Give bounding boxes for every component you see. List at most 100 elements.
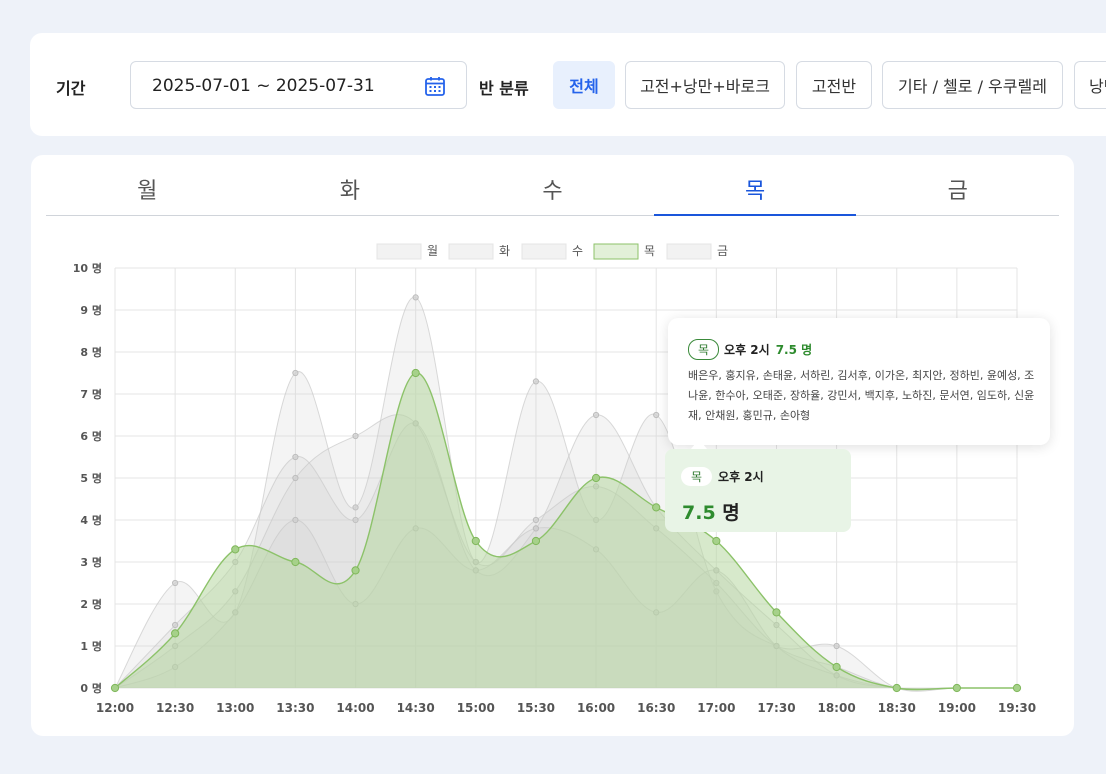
x-tick-label: 13:30 — [276, 701, 314, 715]
data-point[interactable] — [291, 557, 300, 567]
period-label: 기간 — [56, 79, 86, 98]
data-point[interactable] — [110, 683, 120, 693]
tab-mon[interactable]: 월 — [137, 179, 158, 204]
tooltip-student-names: 배은우, 홍지유, 손태윤, 서하린, 김서후, 이가온, 최지안, 정하빈, … — [688, 369, 1035, 422]
hover-unit: 명 — [722, 502, 740, 524]
data-point[interactable] — [172, 579, 179, 587]
legend-label: 월 — [427, 244, 438, 258]
legend-label: 목 — [644, 244, 655, 258]
data-point[interactable] — [532, 378, 540, 385]
data-point[interactable] — [292, 369, 299, 377]
x-tick-label: 15:30 — [517, 701, 555, 715]
day-tabs: 월 화 수 목 금 — [46, 168, 1059, 216]
x-tick-label: 17:30 — [757, 701, 795, 715]
tooltip-detail: 목 오후 2시 7.5 명 배은우, 홍지유, 손태윤, 서하린, 김서후, 이… — [668, 318, 1050, 445]
x-tick-label: 18:00 — [817, 701, 855, 715]
data-point[interactable] — [352, 504, 359, 511]
x-tick-label: 19:30 — [998, 701, 1036, 715]
x-tick-label: 14:00 — [336, 701, 374, 715]
calendar-icon[interactable] — [424, 75, 446, 97]
data-point[interactable] — [653, 411, 660, 419]
hover-time: 오후 2시 — [718, 470, 764, 484]
chip-romantic[interactable]: 낭만 — [1074, 61, 1106, 109]
series-목 — [110, 368, 1022, 693]
x-tick-label: 16:00 — [577, 701, 615, 715]
data-point[interactable] — [292, 453, 299, 461]
y-tick-label: 4 명 — [80, 513, 102, 527]
data-point[interactable] — [172, 621, 179, 629]
class-category-label: 반 분류 — [479, 79, 529, 98]
hover-day-pill: 목 — [681, 467, 713, 486]
y-tick-label: 9 명 — [80, 303, 102, 317]
legend-label: 금 — [717, 244, 728, 258]
date-range-value: 2025-07-01 ~ 2025-07-31 — [152, 76, 375, 96]
x-tick-label: 19:00 — [938, 701, 976, 715]
data-point[interactable] — [591, 473, 601, 483]
x-tick-label: 12:30 — [156, 701, 194, 715]
tab-fri[interactable]: 금 — [947, 179, 968, 204]
data-point[interactable] — [412, 294, 419, 301]
tooltip-time: 오후 2시 — [724, 343, 770, 357]
y-tick-label: 5 명 — [80, 471, 102, 485]
legend-swatch[interactable] — [593, 243, 639, 260]
data-point[interactable] — [411, 368, 420, 378]
y-tick-label: 0 명 — [80, 681, 102, 695]
data-point[interactable] — [952, 683, 961, 693]
x-tick-label: 12:00 — [96, 701, 134, 715]
data-point[interactable] — [652, 503, 661, 512]
data-point[interactable] — [292, 516, 299, 524]
tooltip-value: 7.5 명 — [775, 343, 813, 357]
hover-value: 7.5 — [682, 502, 716, 524]
data-point[interactable] — [171, 629, 180, 638]
data-point[interactable] — [351, 566, 360, 575]
tooltip-caret — [691, 439, 707, 449]
legend-swatch[interactable] — [666, 243, 712, 260]
legend-label: 화 — [499, 244, 510, 258]
y-tick-label: 3 명 — [80, 555, 102, 569]
y-tick-label: 7 명 — [80, 387, 102, 401]
legend-swatch[interactable] — [448, 243, 494, 260]
date-range-input[interactable]: 2025-07-01 ~ 2025-07-31 — [130, 61, 467, 109]
tab-wed[interactable]: 수 — [542, 179, 563, 204]
data-point[interactable] — [471, 536, 480, 546]
tab-thu[interactable]: 목 — [653, 168, 857, 216]
data-point[interactable] — [832, 662, 841, 672]
chip-classic-romantic-baroque[interactable]: 고전+낭만+바로크 — [625, 61, 785, 109]
legend-swatch[interactable] — [521, 243, 567, 260]
data-point[interactable] — [892, 683, 901, 693]
data-point[interactable] — [772, 608, 781, 617]
x-tick-label: 16:30 — [637, 701, 675, 715]
x-tick-label: 17:00 — [697, 701, 735, 715]
data-point[interactable] — [531, 536, 541, 546]
data-point[interactable] — [532, 525, 540, 532]
data-point[interactable] — [592, 411, 600, 419]
data-point[interactable] — [352, 516, 359, 524]
data-point[interactable] — [352, 432, 359, 440]
y-tick-label: 6 명 — [80, 429, 102, 443]
data-point[interactable] — [833, 642, 840, 650]
data-point[interactable] — [1012, 683, 1022, 693]
data-point[interactable] — [532, 516, 540, 524]
x-tick-label: 15:00 — [457, 701, 495, 715]
x-tick-label: 18:30 — [878, 701, 916, 715]
series-area — [115, 372, 1017, 690]
y-tick-label: 8 명 — [80, 345, 102, 359]
tab-tue[interactable]: 화 — [339, 179, 361, 204]
legend-label: 수 — [572, 244, 583, 258]
legend-swatch[interactable] — [376, 243, 422, 260]
hover-summary-card: 목 오후 2시 7.5 명 — [665, 439, 851, 532]
chip-guitar-cello-ukulele[interactable]: 기타 / 첼로 / 우쿠렐레 — [882, 61, 1063, 109]
tooltip-day-pill: 목 — [688, 339, 720, 360]
data-point[interactable] — [712, 536, 721, 546]
data-point[interactable] — [292, 474, 299, 482]
y-tick-label: 1 명 — [80, 639, 102, 653]
chip-classic[interactable]: 고전반 — [796, 61, 872, 109]
x-tick-label: 13:00 — [216, 701, 254, 715]
data-point[interactable] — [231, 545, 240, 554]
x-tick-label: 14:30 — [397, 701, 435, 715]
y-tick-label: 2 명 — [80, 597, 102, 611]
chip-all[interactable]: 전체 — [553, 61, 615, 109]
y-tick-label: 10 명 — [73, 261, 102, 275]
